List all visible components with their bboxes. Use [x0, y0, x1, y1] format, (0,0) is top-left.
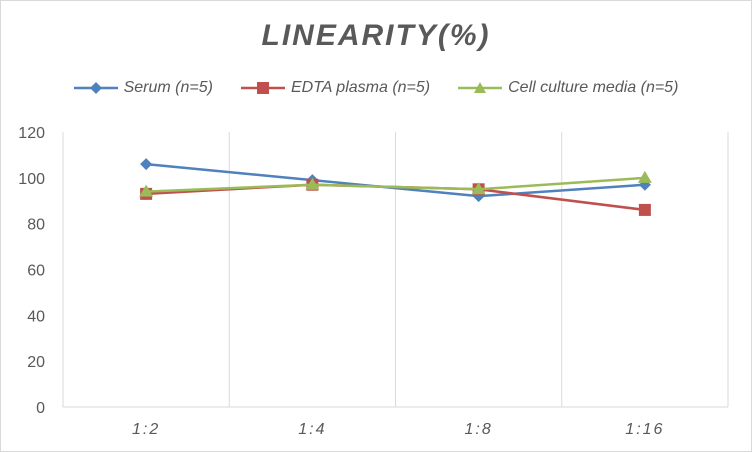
y-tick-label: 60 [27, 263, 45, 280]
y-tick-label: 100 [18, 171, 45, 188]
x-tick-label: 1:2 [132, 421, 160, 438]
y-tick-label: 120 [18, 125, 45, 142]
legend-label-cell-culture-media: Cell culture media (n=5) [508, 79, 679, 96]
data-point-serum [140, 158, 153, 171]
chart-legend: Serum (n=5) EDTA plasma (n=5) Cell cultu… [1, 79, 751, 97]
x-tick-label: 1:8 [465, 421, 493, 438]
y-tick-label: 0 [36, 400, 45, 417]
x-tick-label: 1:16 [625, 421, 664, 438]
legend-label-serum: Serum (n=5) [123, 79, 213, 96]
series-line-2 [146, 176, 645, 193]
legend-label-edta-plasma: EDTA plasma (n=5) [290, 79, 431, 96]
y-tick-label: 20 [27, 354, 45, 371]
legend-item-cell-culture-media: Cell culture media (n=5) [458, 79, 678, 97]
legend-marker-cell-culture-media [458, 82, 503, 93]
legend-marker-serum [73, 82, 118, 94]
data-point-edta-plasma [638, 203, 651, 216]
data-point-cell-culture-media [139, 184, 154, 197]
y-tick-label: 80 [27, 217, 45, 234]
y-tick-label: 40 [27, 308, 45, 325]
legend-marker-edta-plasma [240, 82, 285, 94]
chart-title: LINEARITY(%) [261, 19, 491, 52]
legend-item-edta-plasma: EDTA plasma (n=5) [240, 79, 431, 97]
data-point-cell-culture-media [637, 170, 652, 183]
data-point-cell-culture-media [471, 182, 486, 195]
data-point-cell-culture-media [305, 177, 320, 190]
x-tick-label: 1:4 [298, 421, 326, 438]
legend-item-serum: Serum (n=5) [73, 79, 213, 97]
